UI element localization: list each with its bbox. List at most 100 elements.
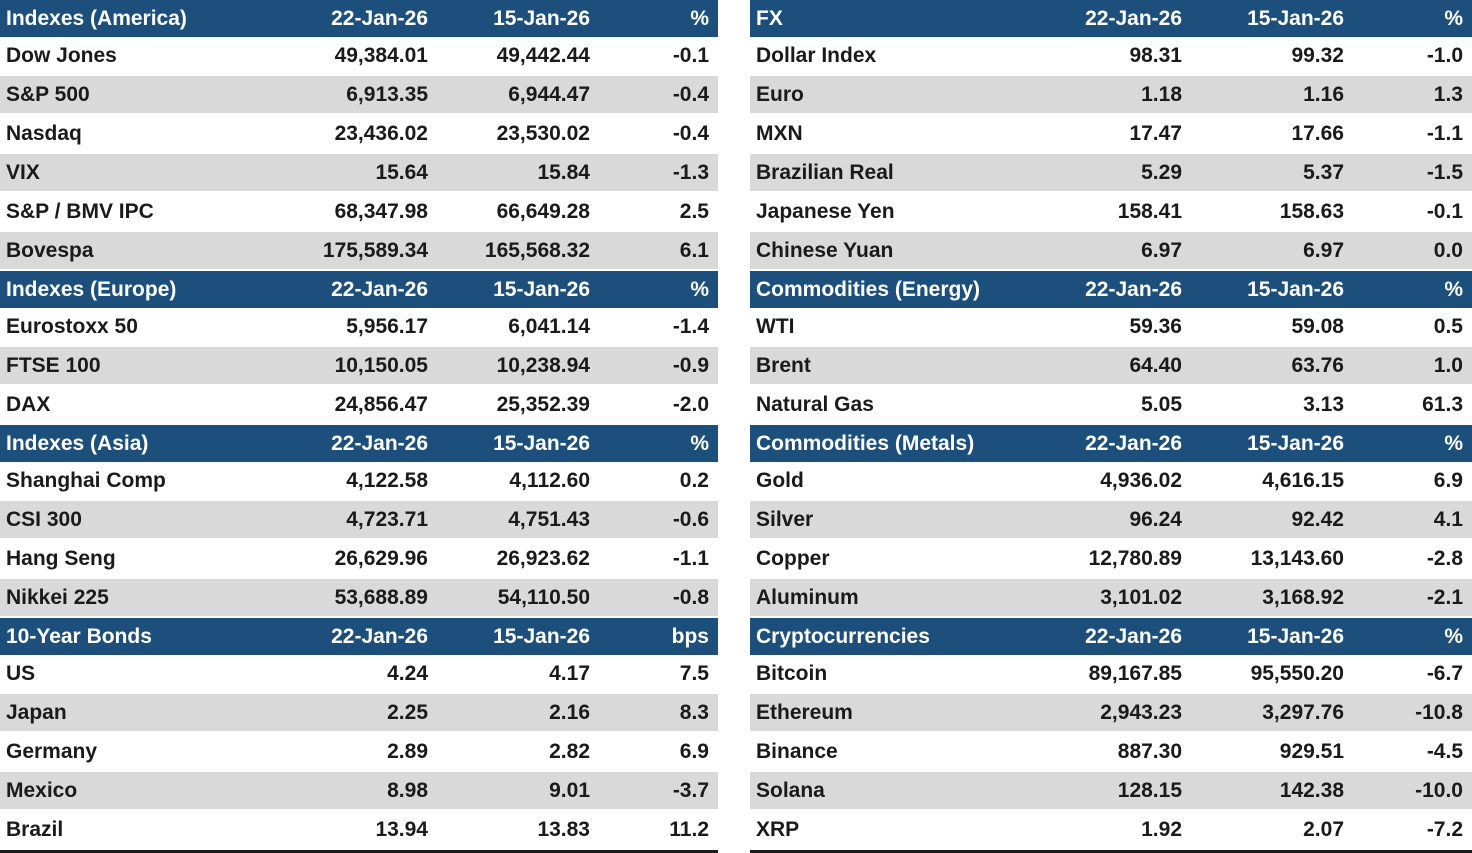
value-current: 68,347.98 bbox=[232, 192, 430, 232]
table-row: Nikkei 225 53,688.89 54,110.50 -0.8 bbox=[0, 578, 718, 618]
value-current: 175,589.34 bbox=[232, 231, 430, 271]
value-previous: 17.66 bbox=[1184, 114, 1346, 154]
value-current: 4,122.58 bbox=[232, 462, 430, 501]
value-previous: 5.37 bbox=[1184, 153, 1346, 193]
table-row: Japanese Yen 158.41 158.63 -0.1 bbox=[750, 192, 1472, 232]
instrument-name: Japanese Yen bbox=[750, 192, 986, 232]
value-previous: 6,944.47 bbox=[430, 75, 592, 115]
instrument-name: Brazil bbox=[0, 810, 232, 850]
instrument-name: Euro bbox=[750, 75, 986, 115]
instrument-name: Bitcoin bbox=[750, 655, 986, 694]
value-previous: 25,352.39 bbox=[430, 385, 592, 425]
value-current: 4,936.02 bbox=[986, 462, 1184, 501]
instrument-name: Solana bbox=[750, 771, 986, 811]
change-value: -0.1 bbox=[1346, 192, 1472, 232]
value-previous: 1.16 bbox=[1184, 75, 1346, 115]
section-header-row: Commodities (Energy) 22-Jan-26 15-Jan-26% bbox=[750, 271, 1472, 308]
instrument-name: Dow Jones bbox=[0, 37, 232, 76]
value-previous: 3.13 bbox=[1184, 385, 1346, 425]
change-value: 11.2 bbox=[592, 810, 718, 850]
table-row: Germany 2.89 2.82 6.9 bbox=[0, 732, 718, 772]
instrument-name: S&P 500 bbox=[0, 75, 232, 115]
section-header-row: Indexes (Europe) 22-Jan-26 15-Jan-26% bbox=[0, 271, 718, 308]
column-header-date-1: 22-Jan-26 bbox=[986, 271, 1184, 308]
instrument-name: Germany bbox=[0, 732, 232, 772]
table-row: Hang Seng 26,629.96 26,923.62 -1.1 bbox=[0, 539, 718, 579]
table-row: Shanghai Comp 4,122.58 4,112.60 0.2 bbox=[0, 462, 718, 501]
value-current: 4.24 bbox=[232, 655, 430, 694]
instrument-name: CSI 300 bbox=[0, 500, 232, 540]
change-value: -2.0 bbox=[592, 385, 718, 425]
market-table-indexes-asia: Indexes (Asia) 22-Jan-26 15-Jan-26% Shangha… bbox=[0, 425, 718, 618]
value-current: 158.41 bbox=[986, 192, 1184, 232]
value-previous: 6.97 bbox=[1184, 231, 1346, 271]
section-header-row: 10-Year Bonds 22-Jan-26 15-Jan-26 bps bbox=[0, 618, 718, 655]
change-value: -7.2 bbox=[1346, 810, 1472, 850]
value-current: 2.89 bbox=[232, 732, 430, 772]
section-title: FX bbox=[750, 0, 986, 37]
column-header-date-2: 15-Jan-26 bbox=[430, 0, 592, 37]
change-value: -1.3 bbox=[592, 153, 718, 193]
value-current: 12,780.89 bbox=[986, 539, 1184, 579]
value-previous: 2.16 bbox=[430, 693, 592, 733]
value-current: 59.36 bbox=[986, 308, 1184, 347]
instrument-name: Gold bbox=[750, 462, 986, 501]
column-header-change-unit: % bbox=[1346, 271, 1472, 308]
table-row: XRP 1.92 2.07 -7.2 bbox=[750, 810, 1472, 850]
value-previous: 59.08 bbox=[1184, 308, 1346, 347]
change-value: 1.0 bbox=[1346, 346, 1472, 386]
value-previous: 4.17 bbox=[430, 655, 592, 694]
change-value: -4.5 bbox=[1346, 732, 1472, 772]
table-row: Binance 887.30 929.51 -4.5 bbox=[750, 732, 1472, 772]
column-header-date-2: 15-Jan-26 bbox=[430, 271, 592, 308]
value-current: 5.05 bbox=[986, 385, 1184, 425]
table-row: Chinese Yuan 6.97 6.97 0.0 bbox=[750, 231, 1472, 271]
change-value: -0.6 bbox=[592, 500, 718, 540]
instrument-name: Bovespa bbox=[0, 231, 232, 271]
table-row: Japan 2.25 2.16 8.3 bbox=[0, 693, 718, 733]
change-value: 4.1 bbox=[1346, 500, 1472, 540]
value-current: 64.40 bbox=[986, 346, 1184, 386]
change-value: -1.1 bbox=[1346, 114, 1472, 154]
change-value: 0.5 bbox=[1346, 308, 1472, 347]
value-previous: 2.82 bbox=[430, 732, 592, 772]
table-row: Bitcoin 89,167.85 95,550.20 -6.7 bbox=[750, 655, 1472, 694]
value-previous: 10,238.94 bbox=[430, 346, 592, 386]
market-table-indexes-america: Indexes (America) 22-Jan-26 15-Jan-26% Dow … bbox=[0, 0, 718, 271]
change-value: -1.4 bbox=[592, 308, 718, 347]
table-row: Ethereum 2,943.23 3,297.76 -10.8 bbox=[750, 693, 1472, 733]
market-table-commodities-metals: Commodities (Metals) 22-Jan-26 15-Jan-26% G… bbox=[750, 425, 1472, 618]
table-row: WTI 59.36 59.08 0.5 bbox=[750, 308, 1472, 347]
change-value: 8.3 bbox=[592, 693, 718, 733]
value-previous: 95,550.20 bbox=[1184, 655, 1346, 694]
instrument-name: Silver bbox=[750, 500, 986, 540]
value-previous: 23,530.02 bbox=[430, 114, 592, 154]
value-current: 17.47 bbox=[986, 114, 1184, 154]
value-current: 887.30 bbox=[986, 732, 1184, 772]
table-row: Brent 64.40 63.76 1.0 bbox=[750, 346, 1472, 386]
section-header-row: Indexes (America) 22-Jan-26 15-Jan-26% bbox=[0, 0, 718, 37]
market-table-fx: FX 22-Jan-26 15-Jan-26% Dollar Index 98.31 99… bbox=[750, 0, 1472, 271]
change-value: 61.3 bbox=[1346, 385, 1472, 425]
instrument-name: Nasdaq bbox=[0, 114, 232, 154]
table-row: US 4.24 4.17 7.5 bbox=[0, 655, 718, 694]
column-header-date-2: 15-Jan-26 bbox=[430, 425, 592, 462]
value-current: 96.24 bbox=[986, 500, 1184, 540]
value-current: 128.15 bbox=[986, 771, 1184, 811]
value-previous: 92.42 bbox=[1184, 500, 1346, 540]
column-header-change-unit: % bbox=[592, 271, 718, 308]
table-row: Gold 4,936.02 4,616.15 6.9 bbox=[750, 462, 1472, 501]
value-current: 13.94 bbox=[232, 810, 430, 850]
change-value: 0.0 bbox=[1346, 231, 1472, 271]
instrument-name: MXN bbox=[750, 114, 986, 154]
table-row: Dollar Index 98.31 99.32 -1.0 bbox=[750, 37, 1472, 76]
change-value: 2.5 bbox=[592, 192, 718, 232]
right-table-column: FX 22-Jan-26 15-Jan-26% Dollar Index 98.31 99… bbox=[750, 0, 1472, 853]
table-row: FTSE 100 10,150.05 10,238.94 -0.9 bbox=[0, 346, 718, 386]
change-value: 7.5 bbox=[592, 655, 718, 694]
instrument-name: Chinese Yuan bbox=[750, 231, 986, 271]
instrument-name: Hang Seng bbox=[0, 539, 232, 579]
section-title: Indexes (America) bbox=[0, 0, 232, 37]
change-value: 6.1 bbox=[592, 231, 718, 271]
value-current: 1.18 bbox=[986, 75, 1184, 115]
